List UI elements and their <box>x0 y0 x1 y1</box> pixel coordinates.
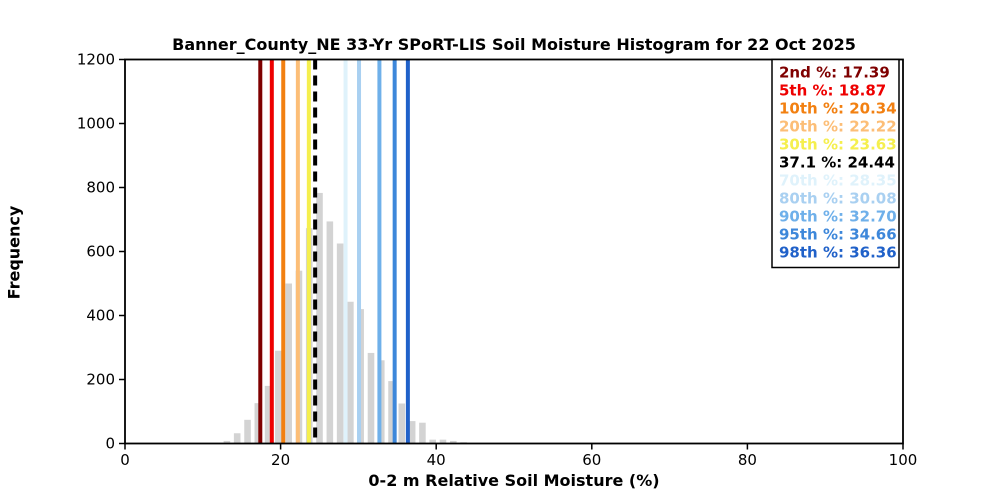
histogram-bar <box>254 403 262 444</box>
histogram-bar <box>450 440 457 444</box>
histogram-bar <box>316 192 323 444</box>
x-tick-label: 40 <box>427 451 446 469</box>
legend-entry: 70th %: 28.35 <box>779 172 897 190</box>
histogram-bar <box>398 403 406 444</box>
y-tick-label: 0 <box>105 435 115 453</box>
histogram-bar <box>439 439 447 444</box>
histogram-bar <box>388 381 395 444</box>
x-tick-label: 0 <box>120 451 130 469</box>
y-tick-label: 200 <box>86 371 115 389</box>
y-tick-label: 800 <box>86 179 115 197</box>
histogram-bar <box>223 440 231 444</box>
legend-entry: 98th %: 36.36 <box>779 244 897 262</box>
histogram-bar <box>429 439 436 444</box>
histogram-bar <box>285 283 292 444</box>
histogram-bar <box>347 301 354 444</box>
histogram-bar <box>336 243 344 444</box>
x-tick-label: 20 <box>271 451 290 469</box>
legend-entry: 20th %: 22.22 <box>779 118 897 136</box>
histogram-bar <box>326 221 334 444</box>
legend-entry: 90th %: 32.70 <box>779 208 897 226</box>
y-tick-label: 1000 <box>77 115 115 133</box>
legend-box <box>771 58 900 269</box>
histogram-bar <box>275 350 282 444</box>
x-tick-label: 100 <box>889 451 918 469</box>
y-tick-label: 1200 <box>77 51 115 69</box>
legend-entry: 2nd %: 17.39 <box>779 64 890 82</box>
legend-entry: 10th %: 20.34 <box>779 100 897 118</box>
y-axis-label: Frequency <box>4 205 24 300</box>
x-tick-label: 80 <box>738 451 757 469</box>
x-axis-label: 0-2 m Relative Soil Moisture (%) <box>368 471 660 490</box>
histogram-bar <box>233 433 241 444</box>
histogram-bar <box>244 419 251 444</box>
legend-entry: 95th %: 34.66 <box>779 226 897 244</box>
y-tick-label: 600 <box>86 243 115 261</box>
legend-entry: 30th %: 23.63 <box>779 136 897 154</box>
histogram-bar <box>264 385 272 444</box>
histogram-bar <box>419 422 426 444</box>
legend-entry: 5th %: 18.87 <box>779 82 886 100</box>
legend-entry: 37.1 %: 24.44 <box>779 154 895 172</box>
histogram-bar <box>367 352 375 444</box>
legend-entry: 80th %: 30.08 <box>779 190 897 208</box>
x-tick-label: 60 <box>582 451 601 469</box>
y-tick-label: 400 <box>86 307 115 325</box>
chart-title: Banner_County_NE 33-Yr SPoRT-LIS Soil Mo… <box>172 35 856 54</box>
histogram-bar <box>408 421 416 444</box>
